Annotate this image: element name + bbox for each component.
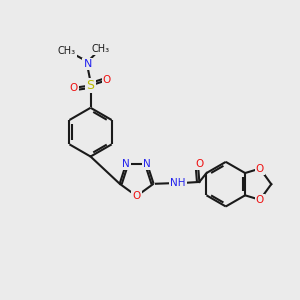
- Text: O: O: [133, 191, 141, 201]
- Text: S: S: [87, 79, 94, 92]
- Text: N: N: [83, 59, 92, 69]
- Text: CH₃: CH₃: [92, 44, 110, 54]
- Text: N: N: [122, 159, 130, 169]
- Text: O: O: [69, 83, 77, 93]
- Text: O: O: [256, 195, 264, 205]
- Text: O: O: [103, 75, 111, 85]
- Text: O: O: [195, 158, 203, 169]
- Text: CH₃: CH₃: [58, 46, 76, 56]
- Text: NH: NH: [170, 178, 186, 188]
- Text: O: O: [256, 164, 264, 174]
- Text: N: N: [143, 159, 151, 169]
